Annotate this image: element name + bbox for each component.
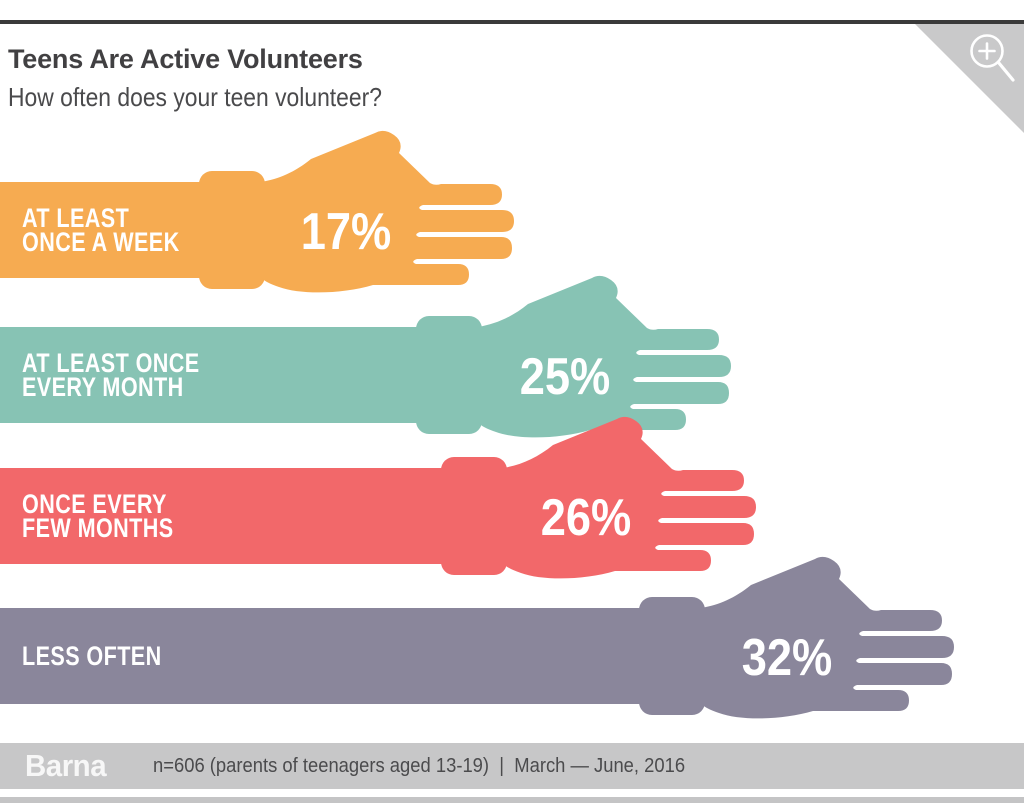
bar-row-once-every-month: AT LEAST ONCE EVERY MONTH 25% xyxy=(0,275,1024,438)
bar-label-line: AT LEAST xyxy=(22,203,130,233)
bar-arm xyxy=(0,608,707,704)
bar-percentage: 26% xyxy=(540,489,632,547)
bar-label-line: AT LEAST ONCE xyxy=(22,348,200,378)
bar-label-line: EVERY MONTH xyxy=(22,372,184,402)
bar-row-less-often: LESS OFTEN 32% xyxy=(0,556,1024,719)
bar-label: AT LEAST ONCE EVERY MONTH xyxy=(22,327,200,423)
bar-percentage: 32% xyxy=(741,629,833,687)
zoom-in-icon[interactable] xyxy=(970,34,1015,82)
bar-label-line: FEW MONTHS xyxy=(22,513,174,543)
corner-triangle xyxy=(915,24,1024,133)
corner-fold xyxy=(915,24,1024,133)
bar-percentage: 17% xyxy=(300,203,392,261)
bar-row-once-a-week: AT LEAST ONCE A WEEK 17% xyxy=(0,130,1024,293)
footer-caption: n=606 (parents of teenagers aged 13-19) … xyxy=(153,754,686,777)
bar-percentage: 25% xyxy=(519,348,611,406)
bar-arm xyxy=(0,327,484,423)
bar-label: AT LEAST ONCE A WEEK xyxy=(22,182,180,278)
bar-label-line: ONCE A WEEK xyxy=(22,227,180,257)
bar-arm xyxy=(0,468,509,564)
bar-label: ONCE EVERY FEW MONTHS xyxy=(22,468,174,564)
bar-label-line: LESS OFTEN xyxy=(22,641,162,671)
page-title: Teens Are Active Volunteers xyxy=(8,44,363,74)
bottom-edge-line xyxy=(0,797,1024,803)
bar-row-once-every-few-months: ONCE EVERY FEW MONTHS 26% xyxy=(0,416,1024,579)
bar-label: LESS OFTEN xyxy=(22,608,162,704)
footer-bar: Barna n=606 (parents of teenagers aged 1… xyxy=(0,743,1024,789)
bar-label-line: ONCE EVERY xyxy=(22,489,167,519)
page-subtitle: How often does your teen volunteer? xyxy=(8,82,382,112)
brand-logo: Barna xyxy=(25,748,107,783)
top-border-line xyxy=(0,20,1024,24)
